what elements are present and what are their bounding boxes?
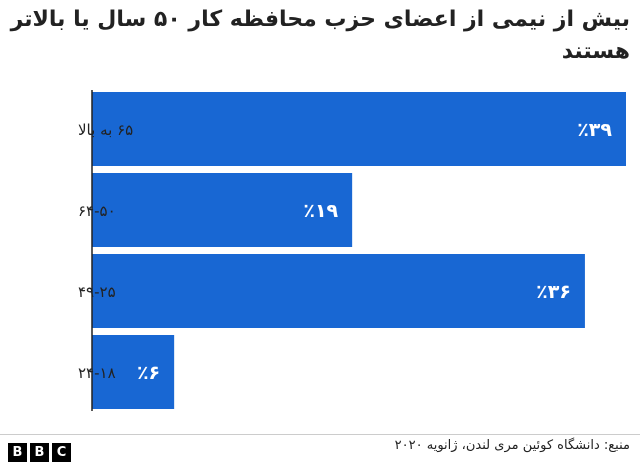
category-label-0: ۶۵ به بالا [78, 121, 133, 139]
bar-0 [92, 92, 626, 166]
logo-letter-c: C [52, 443, 71, 462]
bar-2 [92, 254, 585, 328]
logo-letter-b2: B [30, 443, 49, 462]
chart-title: بیش از نیمی از اعضای حزب محافظه کار ۵۰ س… [10, 7, 630, 64]
bar-value-label-0: ٪۳۹ [577, 119, 612, 141]
footer-divider [0, 434, 640, 435]
bar-3 [92, 335, 175, 409]
bar-chart: ٪۳۹ ۶۵ به بالا ٪۱۹ ۶۴-۵۰ ٪۳۶ ۴۹-۲۵ ٪۶ ۲۴-۱۸ [78, 90, 626, 411]
category-label-3: ۲۴-۱۸ [78, 364, 116, 382]
source-note: منبع: دانشگاه کوئین مری لندن، ژانویه ۲۰۲… [394, 438, 630, 453]
bars-layer: ٪۳۹ ۶۵ به بالا ٪۱۹ ۶۴-۵۰ ٪۳۶ ۴۹-۲۵ ٪۶ ۲۴-۱۸ [78, 92, 626, 409]
bar-value-label-3: ٪۶ [137, 362, 160, 384]
bar-1 [92, 173, 353, 247]
bbc-logo: B B C [8, 443, 71, 462]
category-label-2: ۴۹-۲۵ [78, 283, 116, 301]
category-label-1: ۶۴-۵۰ [78, 202, 116, 220]
bar-value-label-2: ٪۳۶ [536, 281, 571, 303]
bar-value-label-1: ٪۱۹ [303, 200, 338, 222]
logo-letter-b1: B [8, 443, 27, 462]
